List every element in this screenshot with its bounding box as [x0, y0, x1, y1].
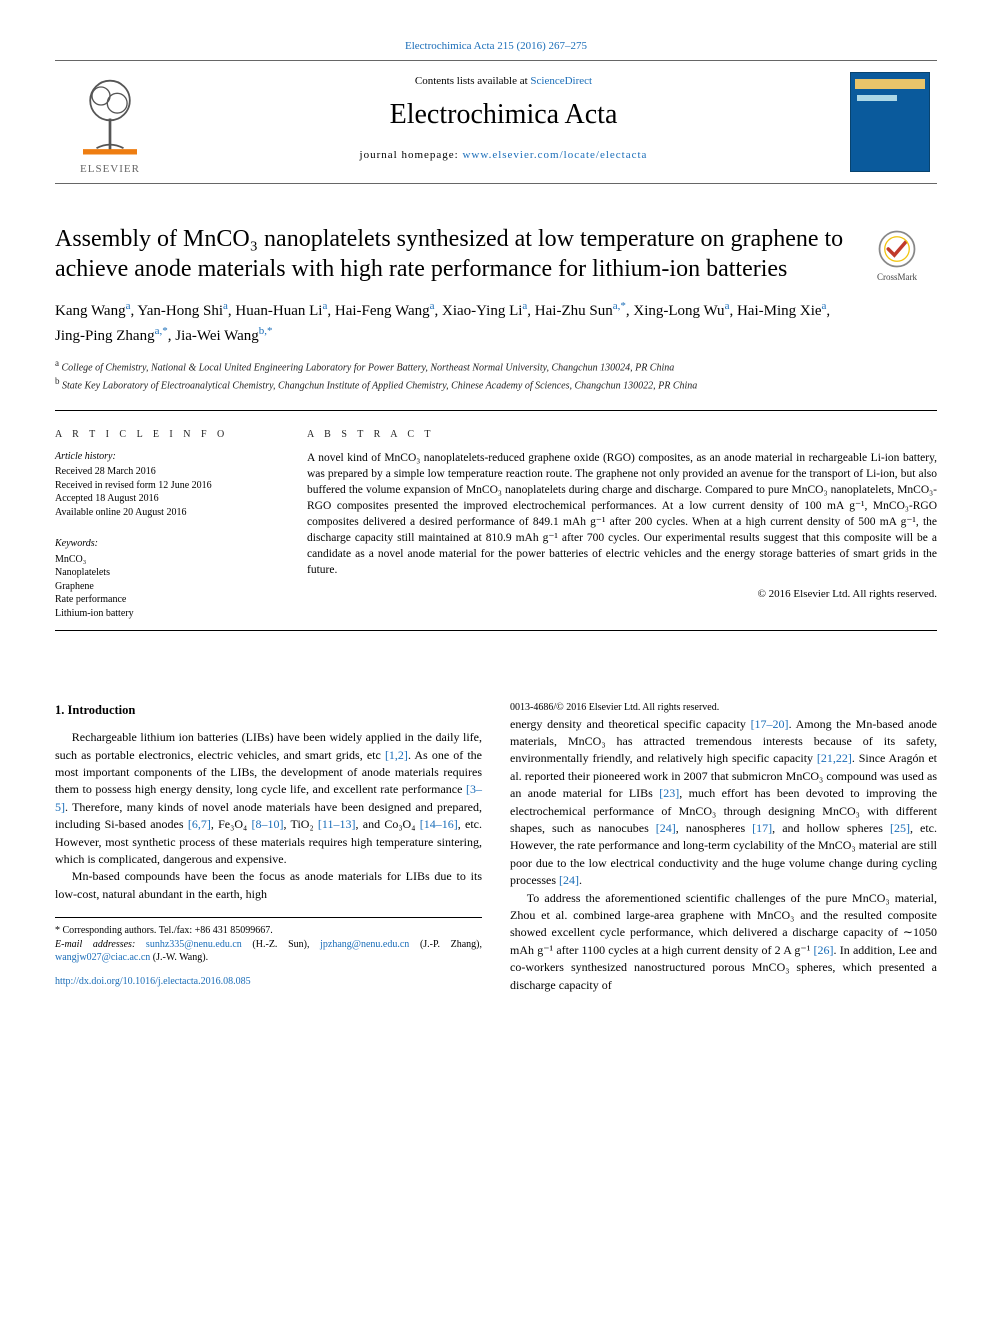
section-heading-intro: 1. Introduction — [55, 701, 482, 719]
history-online: Available online 20 August 2016 — [55, 506, 275, 520]
keyword: Graphene — [55, 580, 275, 594]
running-head: Electrochimica Acta 215 (2016) 267–275 — [55, 40, 937, 52]
issn-copyright: 0013-4686/© 2016 Elsevier Ltd. All right… — [510, 701, 937, 716]
body-columns: 1. Introduction Rechargeable lithium ion… — [55, 701, 937, 994]
crossmark-label: CrossMark — [857, 272, 937, 282]
affiliations: a College of Chemistry, National & Local… — [55, 357, 847, 394]
abstract-heading: A B S T R A C T — [307, 429, 937, 440]
article-title: Assembly of MnCO₃ nanoplatelets synthesi… — [55, 224, 847, 284]
keyword: Lithium-ion battery — [55, 607, 275, 621]
publisher-block: ELSEVIER — [55, 69, 165, 175]
abstract-copyright: © 2016 Elsevier Ltd. All rights reserved… — [307, 588, 937, 600]
journal-name: Electrochimica Acta — [177, 99, 830, 131]
contents-prefix: Contents lists available at — [415, 75, 530, 87]
publisher-label: ELSEVIER — [80, 163, 140, 175]
keyword: MnCO₃ — [55, 553, 275, 567]
body-paragraph: energy density and theoretical specific … — [510, 716, 937, 890]
article-info-row: A R T I C L E I N F O Article history: R… — [55, 429, 937, 621]
history-revised: Received in revised form 12 June 2016 — [55, 479, 275, 493]
crossmark-icon — [876, 228, 918, 270]
running-head-link[interactable]: Electrochimica Acta 215 (2016) 267–275 — [405, 40, 587, 52]
email-addresses: E-mail addresses: sunhz335@nenu.edu.cn (… — [55, 938, 482, 965]
sciencedirect-link[interactable]: ScienceDirect — [530, 75, 592, 87]
corresponding-note: * Corresponding authors. Tel./fax: +86 4… — [55, 924, 482, 938]
abstract-block: A B S T R A C T A novel kind of MnCO₃ na… — [307, 429, 937, 621]
crossmark-badge[interactable]: CrossMark — [857, 228, 937, 282]
contents-line: Contents lists available at ScienceDirec… — [177, 75, 830, 87]
footnotes: * Corresponding authors. Tel./fax: +86 4… — [55, 917, 482, 965]
history-accepted: Accepted 18 August 2016 — [55, 492, 275, 506]
homepage-prefix: journal homepage: — [360, 149, 463, 161]
divider — [55, 630, 937, 631]
keyword: Rate performance — [55, 593, 275, 607]
abstract-text: A novel kind of MnCO₃ nanoplatelets-redu… — [307, 450, 937, 579]
body-paragraph: Rechargeable lithium ion batteries (LIBs… — [55, 729, 482, 868]
masthead: ELSEVIER Contents lists available at Sci… — [55, 60, 937, 184]
article-history-label: Article history: — [55, 450, 275, 464]
author-list: Kang Wanga, Yan-Hong Shia, Huan-Huan Lia… — [55, 298, 847, 347]
article-info-heading: A R T I C L E I N F O — [55, 429, 275, 440]
homepage-line: journal homepage: www.elsevier.com/locat… — [177, 149, 830, 161]
body-paragraph: To address the aforementioned scientific… — [510, 890, 937, 994]
masthead-center: Contents lists available at ScienceDirec… — [165, 69, 842, 175]
history-received: Received 28 March 2016 — [55, 465, 275, 479]
doi-link[interactable]: http://dx.doi.org/10.1016/j.electacta.20… — [55, 976, 251, 987]
keyword: Nanoplatelets — [55, 566, 275, 580]
elsevier-tree-icon — [65, 69, 155, 159]
keywords-label: Keywords: — [55, 537, 275, 551]
article-info: A R T I C L E I N F O Article history: R… — [55, 429, 275, 621]
homepage-link[interactable]: www.elsevier.com/locate/electacta — [462, 149, 647, 161]
journal-cover-block — [842, 69, 937, 175]
divider — [55, 410, 937, 411]
body-paragraph: Mn-based compounds have been the focus a… — [55, 868, 482, 903]
journal-cover-thumb — [850, 72, 930, 172]
